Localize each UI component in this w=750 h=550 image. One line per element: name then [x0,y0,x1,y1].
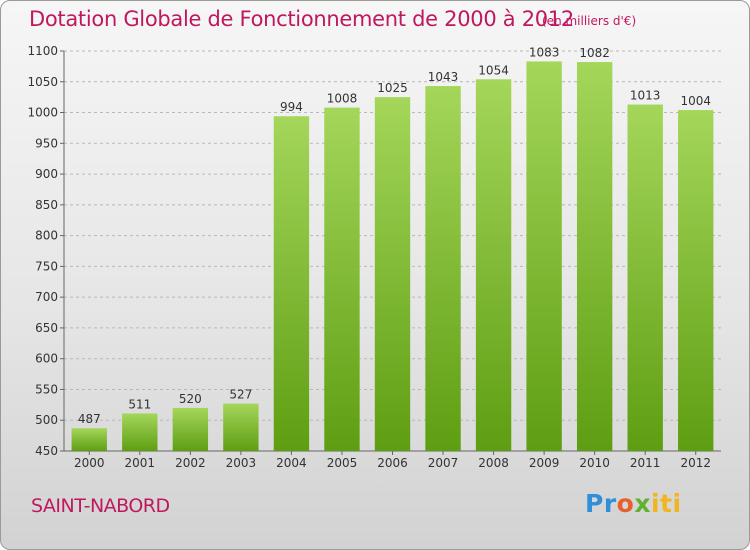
data-label: 511 [128,397,151,411]
bar [627,104,663,452]
bar [71,428,107,451]
bar [172,407,209,451]
town-name: SAINT-NABORD [31,495,170,517]
y-tick-label: 650 [35,321,58,335]
y-tick-label: 800 [35,229,58,243]
bar [678,110,714,452]
y-tick-label: 850 [35,198,58,212]
bar [122,413,158,451]
y-tick-label: 900 [35,167,58,181]
bar [425,86,461,452]
x-tick-label: 2010 [579,456,610,470]
bar [223,403,259,451]
y-tick-label: 1000 [27,106,58,120]
x-tick-label: 2007 [428,456,459,470]
proxiti-logo: Proxiti [585,489,682,518]
data-label: 1043 [428,70,459,84]
x-tick-label: 2004 [276,456,307,470]
x-tick-label: 2006 [377,456,408,470]
y-tick-label: 500 [35,413,58,427]
bar [324,107,360,451]
data-label: 1082 [579,46,610,60]
chart-title: Dotation Globale de Fonctionnement de 20… [29,7,574,31]
y-tick-label: 950 [35,136,58,150]
bar [273,116,310,451]
data-label: 1083 [529,45,560,59]
x-tick-label: 2000 [74,456,105,470]
data-label: 487 [78,412,101,426]
data-label: 994 [280,100,303,114]
y-tick-label: 600 [35,352,58,366]
bar [526,61,562,451]
x-tick-label: 2008 [478,456,509,470]
x-tick-label: 2009 [529,456,560,470]
data-label: 1008 [327,92,358,106]
y-tick-label: 1050 [27,75,58,89]
y-tick-label: 1100 [27,44,58,58]
x-tick-label: 2011 [630,456,661,470]
chart-unit: (en milliers d'€) [542,14,637,28]
x-tick-label: 2002 [175,456,206,470]
data-label: 1025 [377,81,408,95]
x-tick-label: 2003 [226,456,257,470]
data-label: 1004 [680,94,711,108]
x-tick-label: 2001 [125,456,156,470]
bar [475,79,512,452]
bar [576,62,613,451]
x-tick-label: 2012 [680,456,711,470]
y-tick-label: 450 [35,444,58,458]
x-tick-label: 2005 [327,456,358,470]
data-label: 520 [179,392,202,406]
bar [374,97,411,452]
data-label: 1054 [478,63,509,77]
y-tick-label: 750 [35,259,58,273]
data-label: 1013 [630,89,661,103]
y-tick-label: 550 [35,382,58,396]
y-tick-label: 700 [35,290,58,304]
data-label: 527 [229,388,252,402]
